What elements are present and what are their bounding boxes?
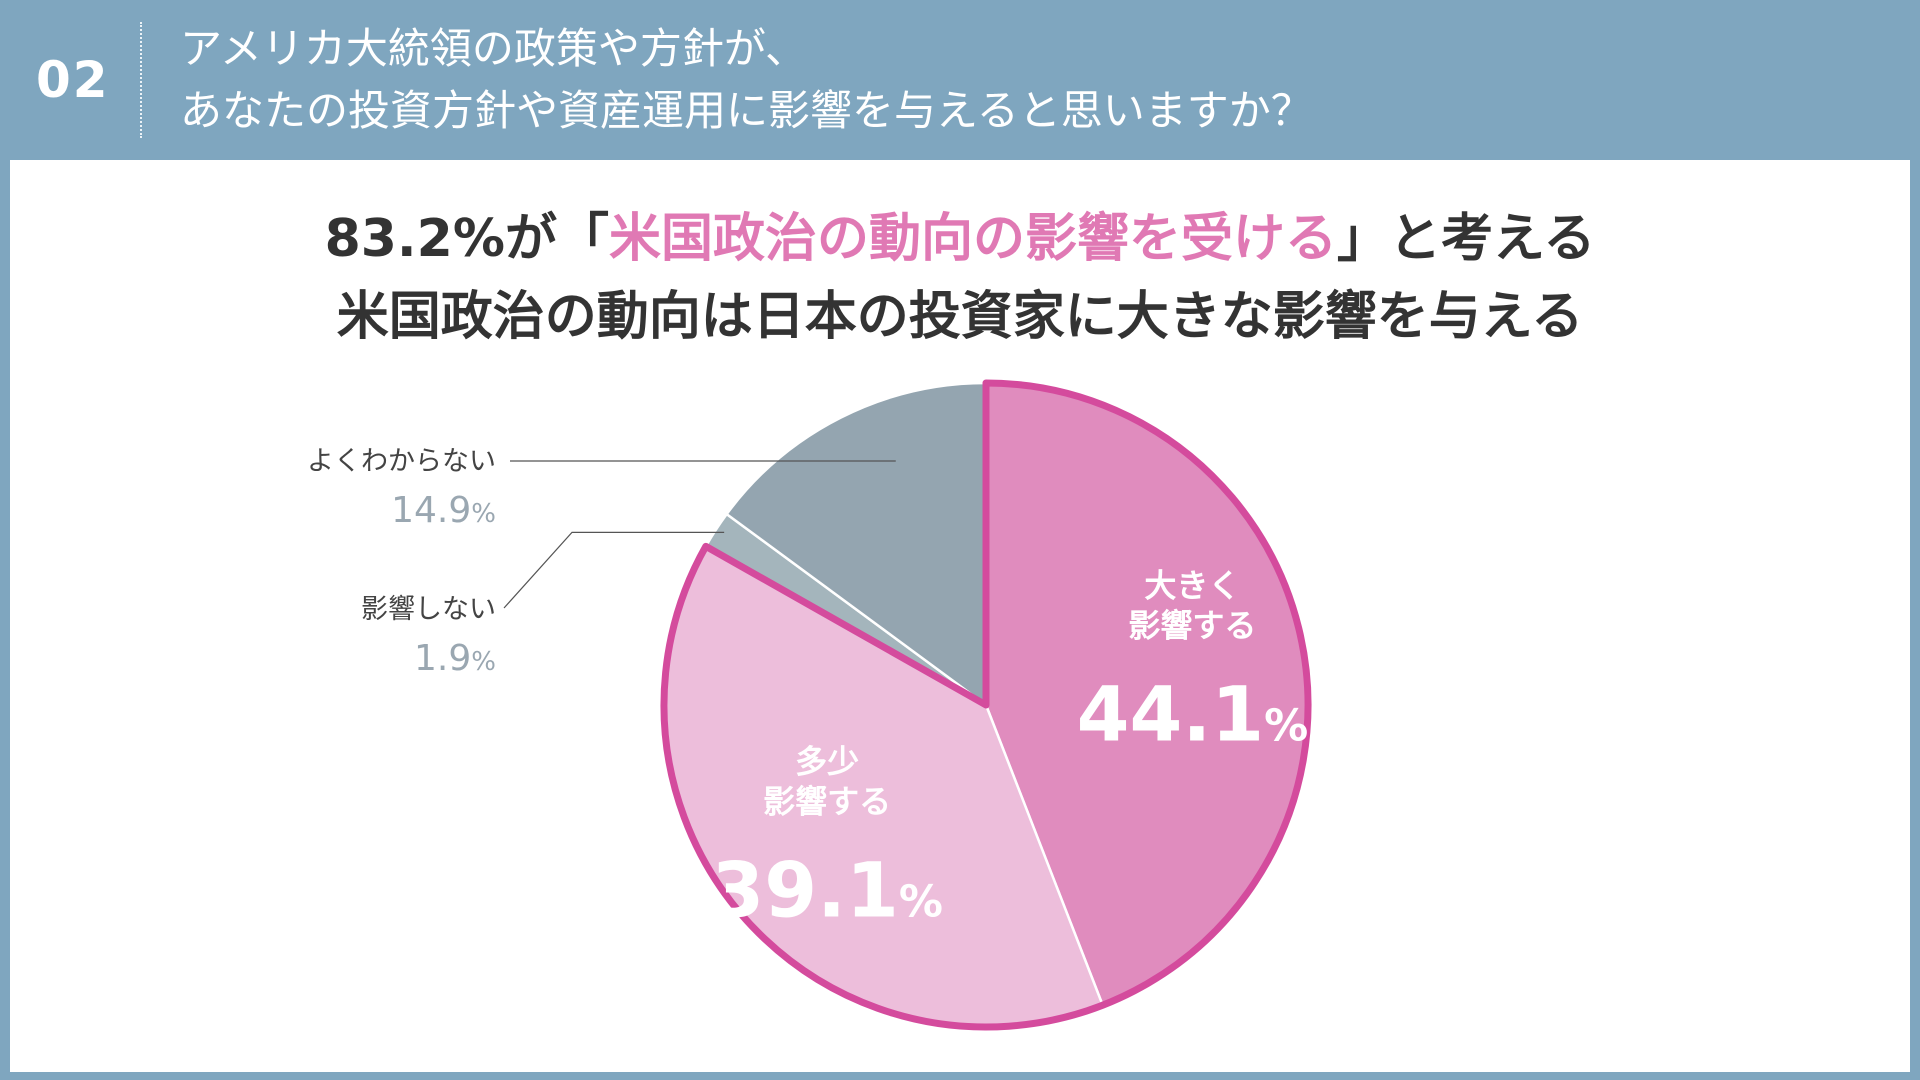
headline-line-1: 83.2%が「米国政治の動向の影響を受ける」と考える (10, 200, 1910, 278)
leader-line (503, 531, 725, 609)
headline-line-2: 米国政治の動向は日本の投資家に大きな影響を与える (336, 287, 1584, 347)
headline: 83.2%が「米国政治の動向の影響を受ける」と考える 米国政治の動向は日本の投資… (10, 200, 1910, 356)
question-divider (140, 22, 142, 138)
slice-category-label: 影響する (1128, 606, 1256, 644)
highlight-outline (660, 379, 1312, 1031)
outside-value-label: 14.9% (391, 490, 496, 531)
headline-prefix: 83.2%が「 (324, 209, 609, 269)
outside-label-group-4: よくわからない 14.9% (307, 446, 896, 531)
outside-value-label: 1.9% (414, 638, 496, 679)
pie-chart: 大きく影響する44.1%多少影響する39.1%よくわからない14.9%影響しない… (307, 379, 1312, 1031)
outside-category-label: 影響しない (361, 594, 496, 625)
pie-slice-4 (725, 381, 988, 707)
question-header: 02 アメリカ大統領の政策や方針が、 あなたの投資方針や資産運用に影響を与えると… (0, 0, 1920, 160)
slice-category-label: 影響する (763, 782, 891, 820)
slice-category-label: 大きく (1144, 566, 1240, 604)
question-line-1: アメリカ大統領の政策や方針が、 (180, 24, 808, 73)
slice-category-label: 多少 (795, 742, 859, 780)
question-text: アメリカ大統領の政策や方針が、 あなたの投資方針や資産運用に影響を与えると思いま… (180, 18, 1880, 142)
question-number: 02 (36, 51, 110, 109)
chart-panel: 83.2%が「米国政治の動向の影響を受ける」と考える 米国政治の動向は日本の投資… (10, 160, 1910, 1072)
slice-value-label: 44.1% (1077, 669, 1309, 758)
outside-label-group-3: 影響しない 1.9% (361, 531, 725, 679)
headline-suffix: 」と考える (1336, 209, 1596, 269)
slice-value-label: 39.1% (711, 845, 943, 934)
headline-highlight: 米国政治の動向の影響を受ける (608, 209, 1337, 269)
question-line-2: あなたの投資方針や資産運用に影響を与えると思いますか？ (180, 86, 1313, 135)
outside-category-label: よくわからない (307, 446, 496, 477)
